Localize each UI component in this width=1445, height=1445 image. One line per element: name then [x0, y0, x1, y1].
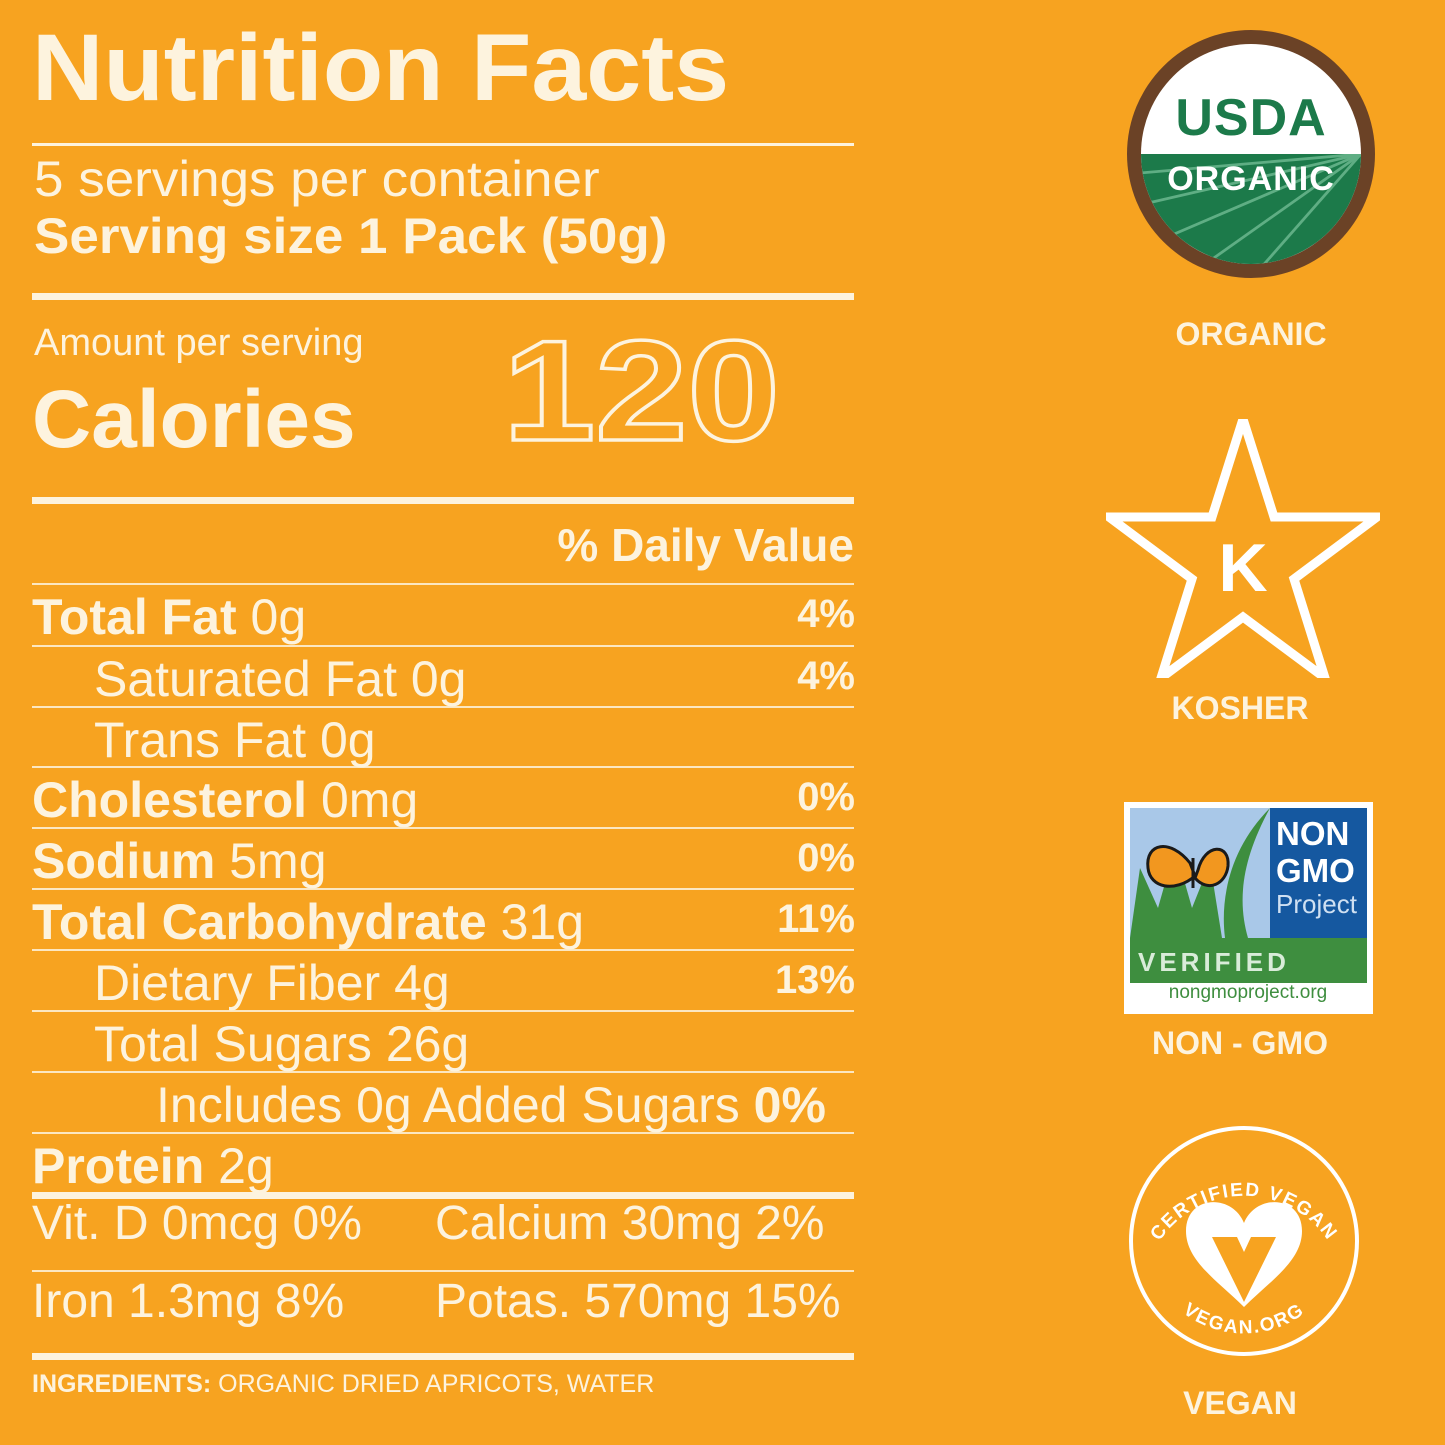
svg-text:VERIFIED: VERIFIED [1138, 947, 1290, 977]
svg-text:NON: NON [1276, 815, 1349, 852]
svg-text:USDA: USDA [1175, 89, 1326, 147]
svg-text:K: K [1218, 530, 1267, 606]
svg-text:GMO: GMO [1276, 852, 1355, 889]
svg-text:ORGANIC: ORGANIC [1167, 160, 1335, 198]
svg-text:nongmoproject.org: nongmoproject.org [1169, 982, 1327, 1003]
svg-text:Project: Project [1276, 889, 1358, 919]
